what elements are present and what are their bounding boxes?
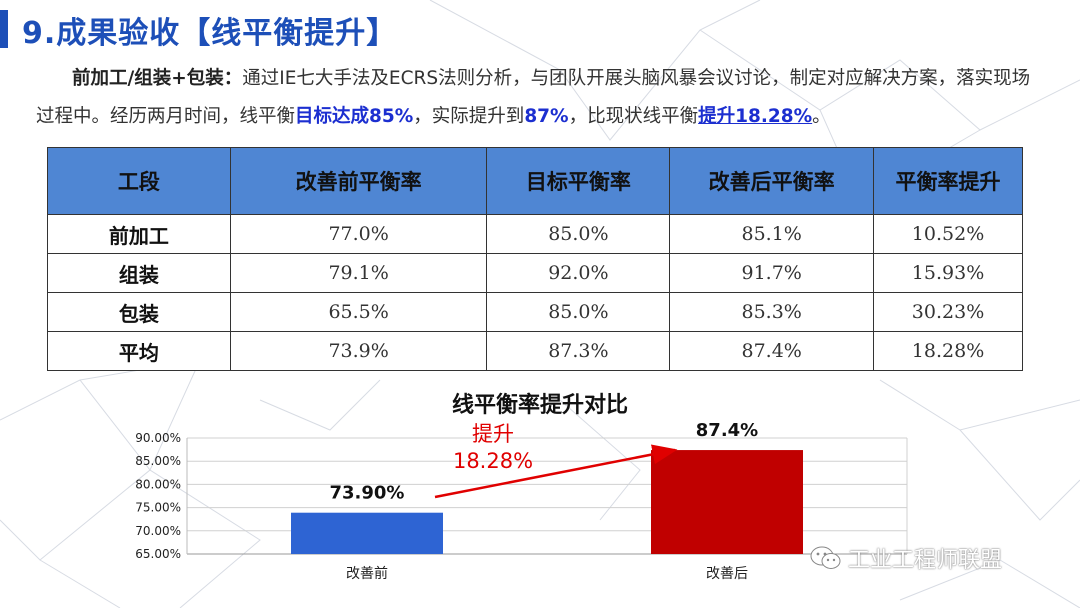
table-row: 组装 79.1% 92.0% 91.7% 15.93% [47,253,1023,293]
summary-lead: 前加工/组装+包装： [72,68,243,89]
summary-actual: 87% [524,106,569,127]
summary-target: 目标达成85% [295,106,414,127]
col-header: 改善前平衡率 [229,147,488,215]
watermark: 工业工程师联盟 [810,542,1002,574]
stage-cell: 组装 [47,253,231,293]
x-tick-label: 改善前 [346,565,388,582]
chart-title: 线平衡率提升对比 [451,393,628,418]
annotation-line-1: 提升 [472,422,514,446]
table-row: 平均 73.9% 87.3% 87.4% 18.28% [47,331,1023,371]
summary-improve: 提升18.28% [698,106,813,127]
data-label: 73.90% [330,483,405,504]
table-cell: 85.0% [486,214,671,254]
table-cell: 79.1% [229,253,488,293]
y-tick-label: 65.00% [135,547,181,561]
x-tick-label: 改善后 [706,566,748,582]
y-tick-label: 85.00% [135,454,181,468]
title-accent-bar [0,10,8,48]
balance-rate-table: 工段 改善前平衡率 目标平衡率 改善后平衡率 平衡率提升 前加工 77.0% 8… [47,147,1023,371]
table-cell: 92.0% [486,253,671,293]
col-header: 工段 [47,147,231,215]
table-cell: 85.0% [486,292,671,332]
table-cell: 87.3% [486,331,671,371]
table-row: 前加工 77.0% 85.0% 85.1% 10.52% [47,214,1023,254]
annotation-line-2: 18.28% [453,449,533,473]
table-cell: 85.3% [669,292,875,332]
watermark-text: 工业工程师联盟 [848,548,1003,573]
improvement-arrow [434,444,678,499]
summary-text-2: ，实际提升到 [413,106,525,127]
table-cell: 85.1% [669,214,875,254]
summary-paragraph: 前加工/组装+包装：通过IE七大手法及ECRS法则分析，与团队开展头脑风暴会议讨… [36,60,1046,136]
table-cell: 91.7% [669,253,875,293]
table-cell: 15.93% [873,253,1023,293]
bar [291,512,443,554]
table-cell: 73.9% [229,331,488,371]
page-title: 9.成果验收【线平衡提升】 [22,16,398,51]
table-cell: 87.4% [669,331,875,371]
y-tick-label: 75.00% [135,501,181,515]
stage-cell: 前加工 [47,214,231,254]
stage-cell: 平均 [47,331,231,371]
table-cell: 65.5% [229,292,488,332]
y-tick-label: 70.00% [135,524,181,538]
col-header: 改善后平衡率 [669,147,875,215]
data-label: 87.4% [696,420,758,441]
wechat-icon [810,546,841,569]
table-cell: 10.52% [873,214,1023,254]
col-header: 目标平衡率 [486,147,671,215]
y-tick-label: 80.00% [135,477,181,491]
summary-text-1: 通过IE七大手法及ECRS法则分析，与团队开展头脑风暴会议讨论，制定对应解决方案… [36,68,1031,127]
summary-text-3: ，比现状线平衡 [568,106,699,127]
bar [651,450,803,554]
y-tick-label: 90.00% [135,431,181,445]
summary-text-4: 。 [812,106,831,127]
table-cell: 18.28% [873,331,1023,371]
